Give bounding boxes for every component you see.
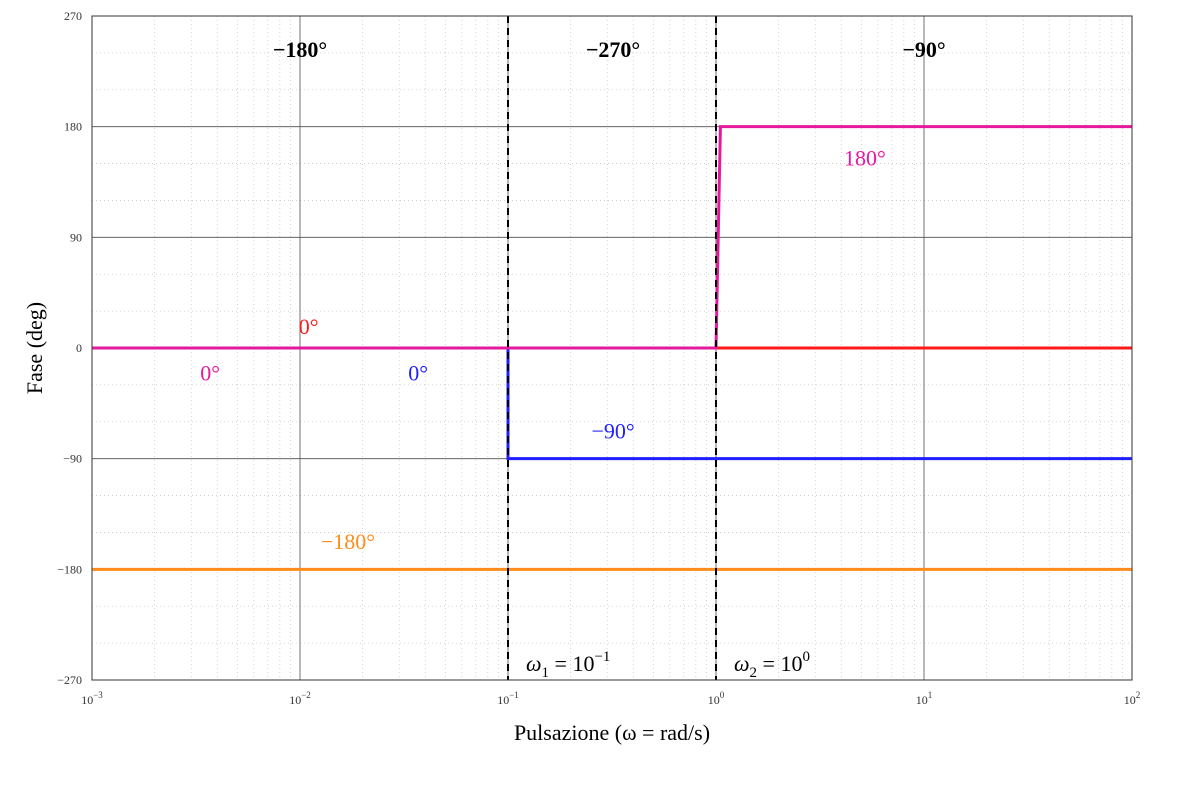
y-tick-label: −90: [63, 452, 82, 466]
tick-labels: 10−3 10−2 10−1 100 101 102270180900−90−180−27…: [57, 9, 1140, 707]
omega-exponent: −1: [594, 649, 610, 665]
vline-layer: ω1 = 10−1 ω2 = 100: [507, 16, 810, 681]
x-tick-label: 10−1: [497, 690, 519, 707]
omega-equation: = 10: [549, 651, 594, 676]
y-axis-title: Fase (deg): [22, 302, 47, 394]
region-label: −270°: [586, 37, 640, 62]
x-tick-exponent: −1: [509, 690, 519, 700]
x-tick-label: 101: [916, 690, 933, 707]
breakpoint-label-1: ω1 = 10−1: [526, 649, 610, 681]
series-line-4: [92, 125, 1132, 350]
x-tick-exponent: 0: [720, 690, 725, 700]
omega-equation: = 10: [757, 651, 802, 676]
x-tick-label: 10−3: [81, 690, 103, 707]
omega-exponent: 0: [802, 649, 810, 665]
omega-symbol: ω: [734, 651, 750, 676]
x-tick-label: 10−2: [289, 690, 311, 707]
y-tick-label: 90: [70, 230, 82, 244]
y-tick-label: 270: [64, 9, 82, 23]
annotations: −180° −270° −90° 180° 0° 0° 0° −90° −180°: [200, 37, 945, 554]
region-label: −180°: [273, 37, 327, 62]
x-tick-label: 100: [708, 690, 725, 707]
series-value-label: 0°: [200, 361, 220, 386]
omega-symbol: ω: [526, 651, 542, 676]
x-tick-exponent: −3: [93, 690, 103, 700]
y-tick-label: −180: [57, 562, 82, 576]
series-value-label: 180°: [844, 145, 886, 170]
region-label: −90°: [902, 37, 945, 62]
series-value-label: 0°: [299, 314, 319, 339]
x-tick-exponent: 2: [1136, 690, 1141, 700]
x-tick-exponent: −2: [301, 690, 311, 700]
breakpoint-label-2: ω2 = 100: [734, 649, 810, 681]
series-value-label: 0°: [408, 361, 428, 386]
y-tick-label: 180: [64, 120, 82, 134]
series-value-label: −90°: [591, 418, 634, 443]
y-tick-label: −270: [57, 673, 82, 687]
x-tick-label: 102: [1124, 690, 1141, 707]
y-tick-label: 0: [76, 341, 82, 355]
series-value-label: −180°: [321, 529, 375, 554]
x-tick-exponent: 1: [928, 690, 933, 700]
omega-subscript: 2: [750, 665, 758, 681]
plot-frame: [91, 15, 1133, 681]
x-axis-title: Pulsazione (ω = rad/s): [514, 720, 710, 745]
series-layer: [92, 125, 1132, 571]
omega-subscript: 1: [542, 665, 550, 681]
